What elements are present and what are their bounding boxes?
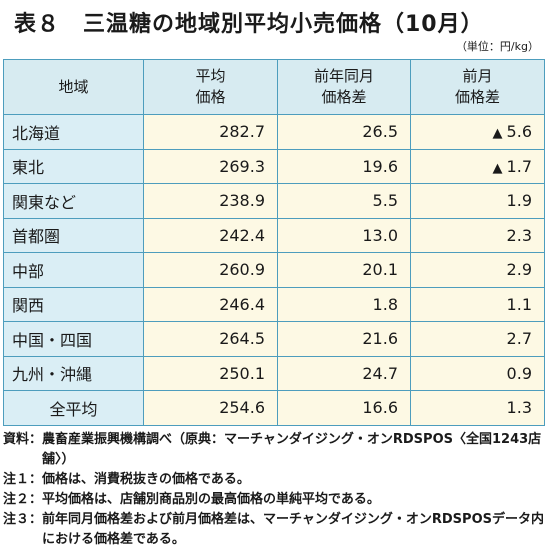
header-avg-price: 平均 価格 [143,59,278,115]
header-mom-diff: 前月 価格差 [410,59,545,115]
table-row: 首都圏 242.4 13.0 2.3 [3,217,545,253]
table-header-row: 地域 平均 価格 前年同月 価格差 前月 価格差 [3,59,545,115]
region-cell: 関東など [3,183,144,219]
avg-price-cell: 269.3 [143,148,278,184]
mom-diff-cell: 1.3 [410,390,545,426]
table-title: 表８ 三温糖の地域別平均小売価格（10月） [14,12,484,37]
mom-diff-cell: 2.9 [410,252,545,288]
mom-diff-cell: ▲ 5.6 [410,114,545,150]
note-3: 注３： 前年同月価格差および前月価格差は、マーチャンダイジング・オンRDSPOSデ… [3,512,544,547]
table-row: 関東など 238.9 5.5 1.9 [3,183,545,219]
note-2: 注２： 平均価格は、店舗別商品別の最高価格の単純平均である。 [3,492,380,507]
avg-price-cell: 250.1 [143,355,278,391]
region-cell: 中国・四国 [3,321,144,357]
region-cell: 関西 [3,286,144,322]
table-row: 中部 260.9 20.1 2.9 [3,252,545,288]
note-source: 資料： 農畜産業振興機構調べ（原典：マーチャンダイジング・オンRDSPOS〈全国1… [3,432,542,467]
region-cell: 九州・沖縄 [3,355,144,391]
decrease-triangle-icon: ▲ [492,126,503,142]
mom-diff-cell: 2.3 [410,217,545,253]
yoy-diff-cell: 1.8 [277,286,411,322]
decrease-triangle-icon: ▲ [492,160,503,176]
mom-diff-cell: 1.1 [410,286,545,322]
price-table: 地域 平均 価格 前年同月 価格差 前月 価格差 北海道 282.7 26.5 ▲ 5.6 東北… [3,59,545,426]
table-row: 関西 246.4 1.8 1.1 [3,286,545,322]
mom-diff-cell: 2.7 [410,321,545,357]
avg-price-cell: 246.4 [143,286,278,322]
region-cell: 東北 [3,148,144,184]
yoy-diff-cell: 16.6 [277,390,411,426]
header-region: 地域 [3,59,144,115]
table-row: 東北 269.3 19.6 ▲ 1.7 [3,148,545,184]
avg-price-cell: 260.9 [143,252,278,288]
mom-diff-cell: ▲ 1.7 [410,148,545,184]
region-cell: 北海道 [3,114,144,150]
table-row: 北海道 282.7 26.5 ▲ 5.6 [3,114,545,150]
yoy-diff-cell: 13.0 [277,217,411,253]
header-yoy-diff: 前年同月 価格差 [277,59,411,115]
notes: 資料： 農畜産業振興機構調べ（原典：マーチャンダイジング・オンRDSPOS〈全国1… [3,430,547,550]
yoy-diff-cell: 26.5 [277,114,411,150]
table-row: 九州・沖縄 250.1 24.7 0.9 [3,355,545,391]
unit-label: （単位：円/kg） [455,40,539,53]
yoy-diff-cell: 24.7 [277,355,411,391]
avg-price-cell: 254.6 [143,390,278,426]
avg-price-cell: 282.7 [143,114,278,150]
table-row: 中国・四国 264.5 21.6 2.7 [3,321,545,357]
yoy-diff-cell: 20.1 [277,252,411,288]
mom-diff-cell: 1.9 [410,183,545,219]
mom-diff-cell: 0.9 [410,355,545,391]
avg-price-cell: 242.4 [143,217,278,253]
yoy-diff-cell: 5.5 [277,183,411,219]
avg-price-cell: 264.5 [143,321,278,357]
yoy-diff-cell: 21.6 [277,321,411,357]
avg-price-cell: 238.9 [143,183,278,219]
note-1: 注１： 価格は、消費税抜きの価格である。 [3,472,250,487]
table-row: 全平均 254.6 16.6 1.3 [3,390,545,426]
region-cell: 首都圏 [3,217,144,253]
region-cell: 中部 [3,252,144,288]
yoy-diff-cell: 19.6 [277,148,411,184]
region-cell: 全平均 [3,390,144,426]
